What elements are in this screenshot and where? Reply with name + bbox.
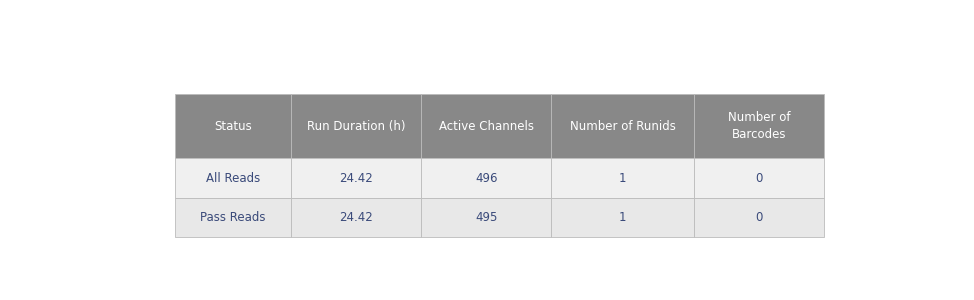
Text: All Reads: All Reads xyxy=(206,172,260,184)
Bar xyxy=(291,158,422,198)
Text: Number of Runids: Number of Runids xyxy=(570,120,675,133)
Text: 1: 1 xyxy=(618,211,626,224)
Bar xyxy=(551,198,693,237)
Text: Number of
Barcodes: Number of Barcodes xyxy=(728,111,790,141)
Text: 24.42: 24.42 xyxy=(340,211,373,224)
Bar xyxy=(422,94,551,158)
Text: 0: 0 xyxy=(755,211,763,224)
Bar xyxy=(551,158,693,198)
Bar xyxy=(693,198,824,237)
Text: Pass Reads: Pass Reads xyxy=(201,211,266,224)
Bar xyxy=(174,198,291,237)
Text: 24.42: 24.42 xyxy=(340,172,373,184)
Bar xyxy=(174,158,291,198)
Bar xyxy=(693,94,824,158)
Bar xyxy=(291,198,422,237)
Bar xyxy=(422,198,551,237)
Text: Status: Status xyxy=(214,120,252,133)
Text: 496: 496 xyxy=(475,172,498,184)
Bar xyxy=(551,94,693,158)
Bar xyxy=(422,158,551,198)
Text: Run Duration (h): Run Duration (h) xyxy=(307,120,405,133)
Bar xyxy=(174,94,291,158)
Bar xyxy=(693,158,824,198)
Text: 495: 495 xyxy=(475,211,498,224)
Bar xyxy=(291,94,422,158)
Text: 0: 0 xyxy=(755,172,763,184)
Text: Active Channels: Active Channels xyxy=(438,120,534,133)
Text: 1: 1 xyxy=(618,172,626,184)
